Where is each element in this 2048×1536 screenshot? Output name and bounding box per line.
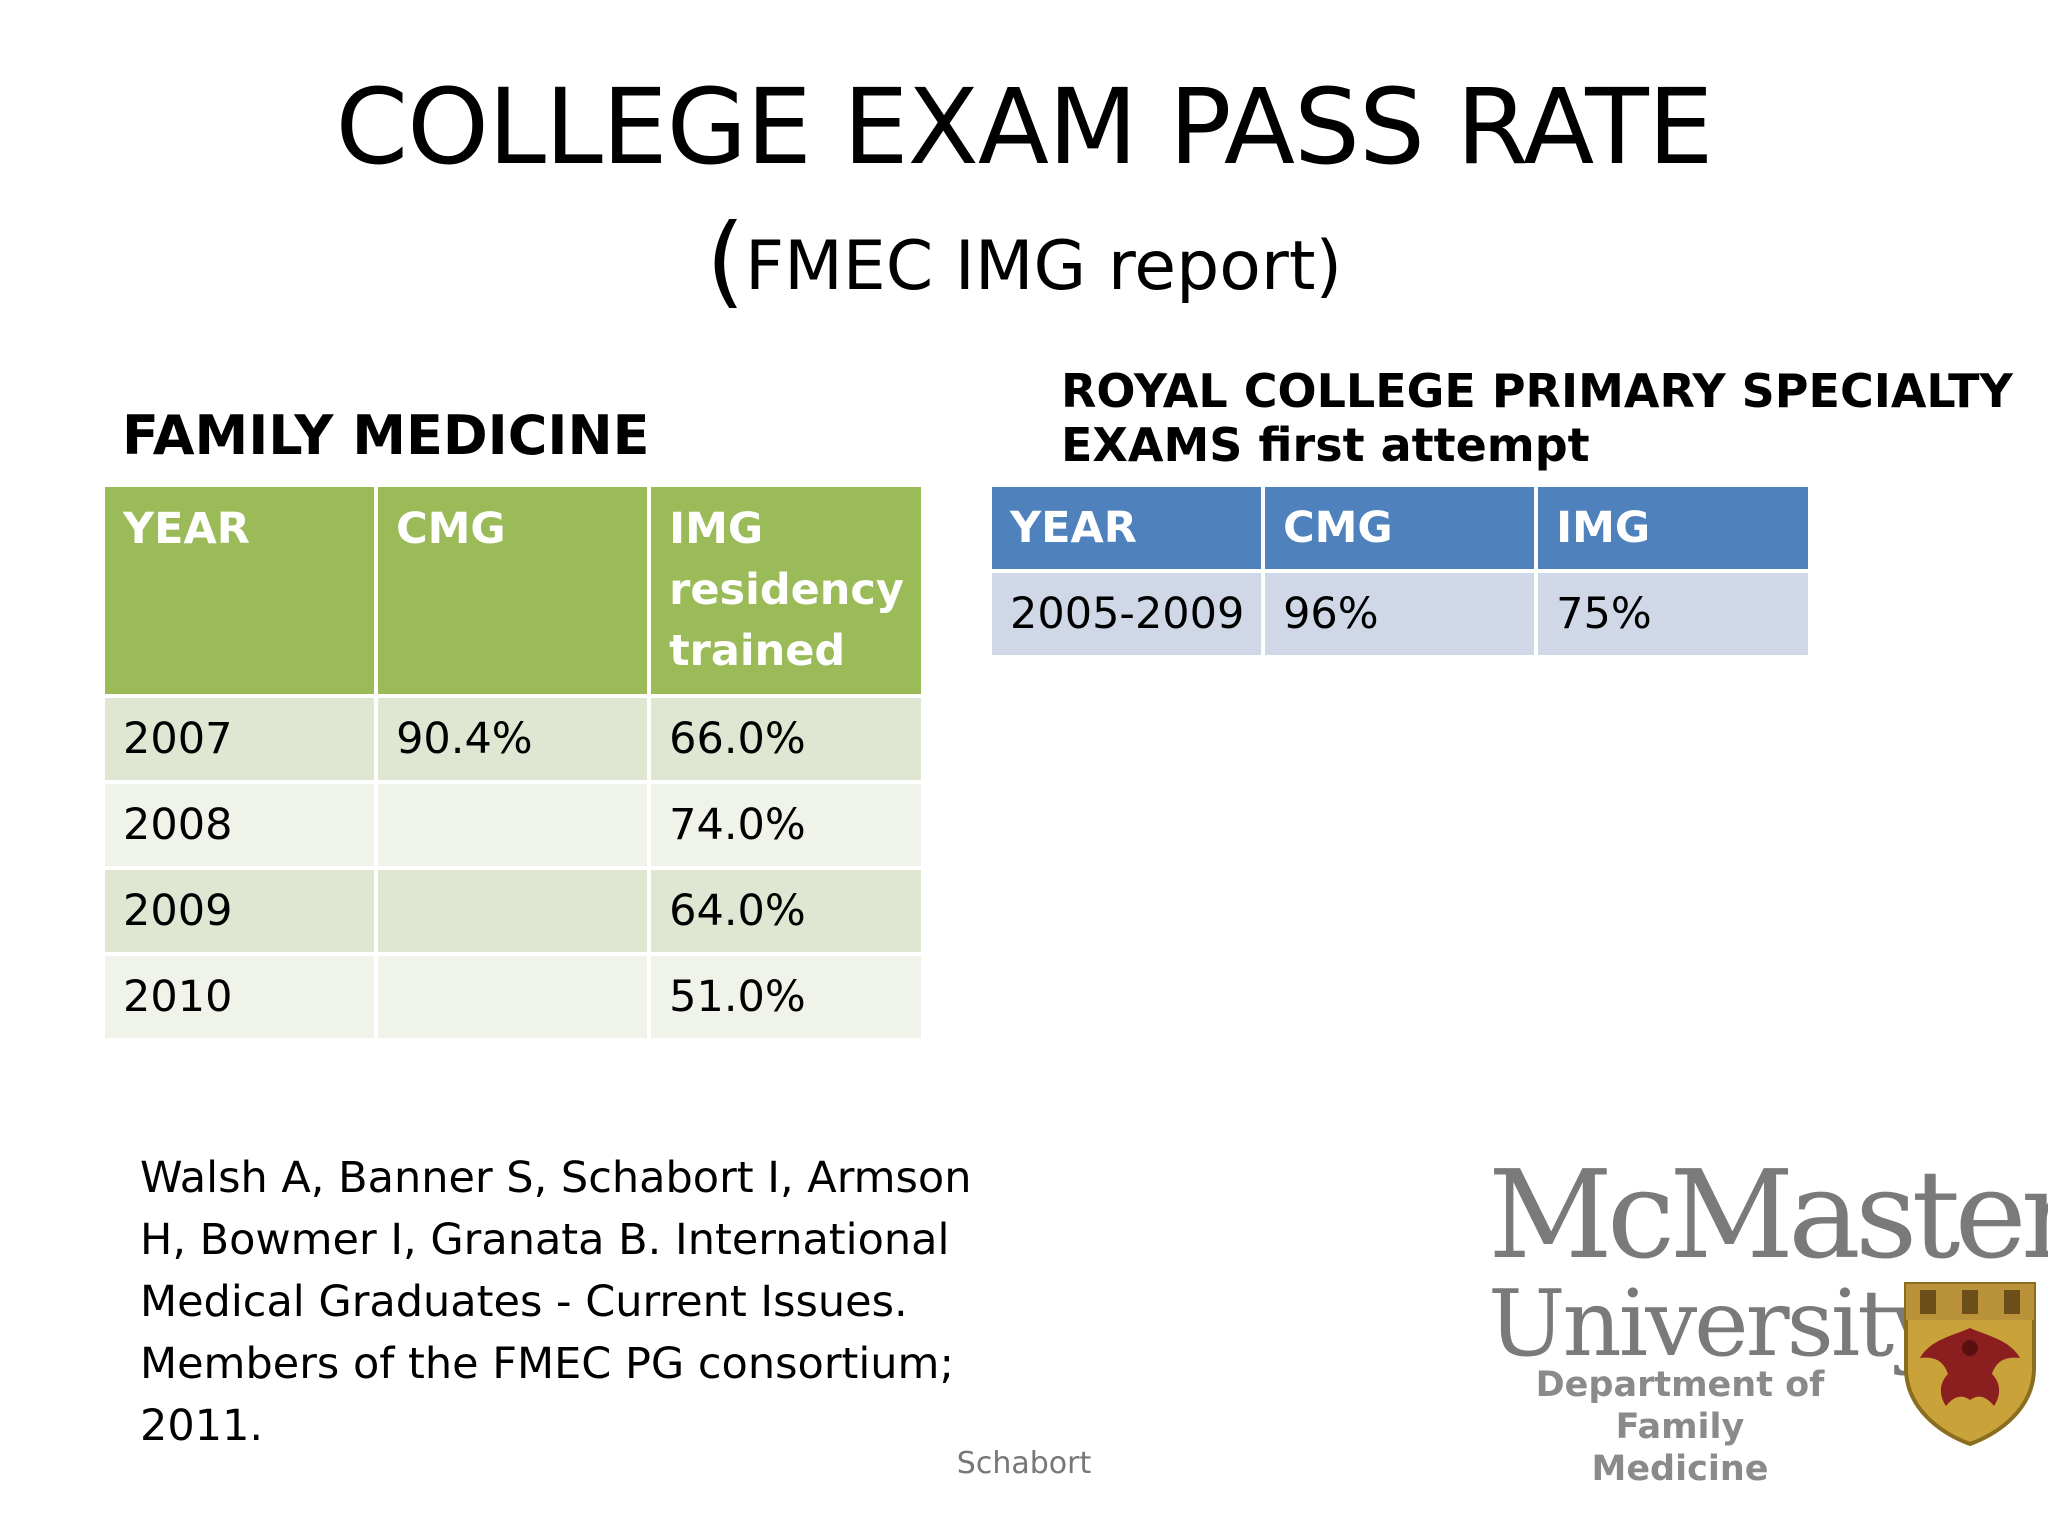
- royal-college-heading-line2: EXAMS first attempt: [1061, 418, 1590, 472]
- subtitle-text: FMEC IMG report): [744, 227, 1343, 306]
- table-row: 2005-2009 96% 75%: [992, 573, 1808, 655]
- cell-year: 2009: [105, 870, 375, 952]
- header-img-text: IMG residency trained: [669, 504, 904, 676]
- cell-img: 75%: [1538, 573, 1808, 655]
- cell-img: 64.0%: [651, 870, 921, 952]
- header-img: IMG residency trained: [651, 487, 921, 694]
- royal-college-heading-line1: ROYAL COLLEGE PRIMARY SPECIALTY: [1061, 364, 2013, 418]
- footer-author: Schabort: [956, 1446, 1092, 1481]
- logo-department: Department of Family Medicine: [1530, 1364, 1830, 1490]
- slide-title: COLLEGE EXAM PASS RATE: [335, 66, 1714, 188]
- cell-img: 66.0%: [651, 698, 921, 780]
- royal-college-heading: ROYAL COLLEGE PRIMARY SPECIALTY EXAMS fi…: [1061, 364, 2013, 472]
- cell-cmg: [378, 956, 648, 1038]
- citation: Walsh A, Banner S, Schabort I, Armson H,…: [140, 1153, 972, 1451]
- cell-year: 2005-2009: [992, 573, 1262, 655]
- slide-subtitle: (FMEC IMG report): [0, 211, 2048, 312]
- table-row: 2007 90.4% 66.0%: [105, 698, 921, 780]
- logo-dept-line2: Family Medicine: [1591, 1407, 1769, 1489]
- cell-img: 51.0%: [651, 956, 921, 1038]
- cell-img: 74.0%: [651, 784, 921, 866]
- cell-cmg: 90.4%: [378, 698, 648, 780]
- family-medicine-table: YEAR CMG IMG residency trained 2007 90.4…: [101, 483, 925, 1042]
- royal-college-table: YEAR CMG IMG 2005-2009 96% 75%: [988, 483, 1812, 659]
- table-header-row: YEAR CMG IMG residency trained: [105, 487, 921, 694]
- family-medicine-heading: FAMILY MEDICINE: [122, 404, 650, 467]
- header-year: YEAR: [105, 487, 375, 694]
- table-row: 2010 51.0%: [105, 956, 921, 1038]
- logo-line2: University: [1488, 1270, 1943, 1377]
- cell-cmg: [378, 870, 648, 952]
- cell-year: 2010: [105, 956, 375, 1038]
- header-year: YEAR: [992, 487, 1262, 569]
- header-img: IMG: [1538, 487, 1808, 569]
- logo-dept-line1: Department of: [1535, 1365, 1825, 1405]
- cell-cmg: [378, 784, 648, 866]
- subtitle-open-paren: (: [705, 202, 745, 319]
- crest-icon: [1904, 1282, 2036, 1447]
- table-row: 2009 64.0%: [105, 870, 921, 952]
- header-cmg: CMG: [378, 487, 648, 694]
- mcmaster-logo: McMaster University Department of Family…: [1480, 1144, 2048, 1489]
- cell-cmg: 96%: [1265, 573, 1535, 655]
- table-row: 2008 74.0%: [105, 784, 921, 866]
- header-cmg: CMG: [1265, 487, 1535, 569]
- cell-year: 2007: [105, 698, 375, 780]
- logo-line1: McMaster: [1488, 1144, 2048, 1286]
- cell-year: 2008: [105, 784, 375, 866]
- table-header-row: YEAR CMG IMG: [992, 487, 1808, 569]
